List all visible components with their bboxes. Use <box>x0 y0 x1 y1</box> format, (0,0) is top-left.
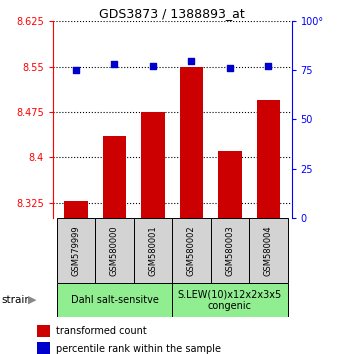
FancyBboxPatch shape <box>57 218 95 283</box>
Point <box>227 65 233 71</box>
FancyBboxPatch shape <box>249 218 287 283</box>
Point <box>266 64 271 69</box>
Point <box>189 58 194 63</box>
Text: S.LEW(10)x12x2x3x5
congenic: S.LEW(10)x12x2x3x5 congenic <box>178 289 282 311</box>
Text: Dahl salt-sensitve: Dahl salt-sensitve <box>71 295 158 305</box>
FancyBboxPatch shape <box>134 218 172 283</box>
Title: GDS3873 / 1388893_at: GDS3873 / 1388893_at <box>99 7 245 20</box>
Text: GSM580000: GSM580000 <box>110 225 119 276</box>
Text: GSM580004: GSM580004 <box>264 225 273 276</box>
Text: ▶: ▶ <box>28 295 36 305</box>
FancyBboxPatch shape <box>95 218 134 283</box>
Text: GSM580001: GSM580001 <box>148 225 158 276</box>
Text: strain: strain <box>2 295 32 305</box>
Bar <box>218 151 241 218</box>
Text: percentile rank within the sample: percentile rank within the sample <box>56 344 221 354</box>
Text: transformed count: transformed count <box>56 326 147 336</box>
Bar <box>103 136 126 218</box>
Text: GSM579999: GSM579999 <box>72 225 80 276</box>
Bar <box>142 112 164 218</box>
Bar <box>180 67 203 218</box>
FancyBboxPatch shape <box>57 283 172 317</box>
Point <box>150 64 156 69</box>
Bar <box>37 325 50 337</box>
FancyBboxPatch shape <box>172 283 287 317</box>
FancyBboxPatch shape <box>172 218 211 283</box>
Point <box>112 62 117 67</box>
Bar <box>257 100 280 218</box>
Text: GSM580003: GSM580003 <box>225 225 235 276</box>
Text: GSM580002: GSM580002 <box>187 225 196 276</box>
Bar <box>64 201 88 218</box>
Bar <box>37 342 50 354</box>
Point <box>73 68 79 73</box>
FancyBboxPatch shape <box>211 218 249 283</box>
